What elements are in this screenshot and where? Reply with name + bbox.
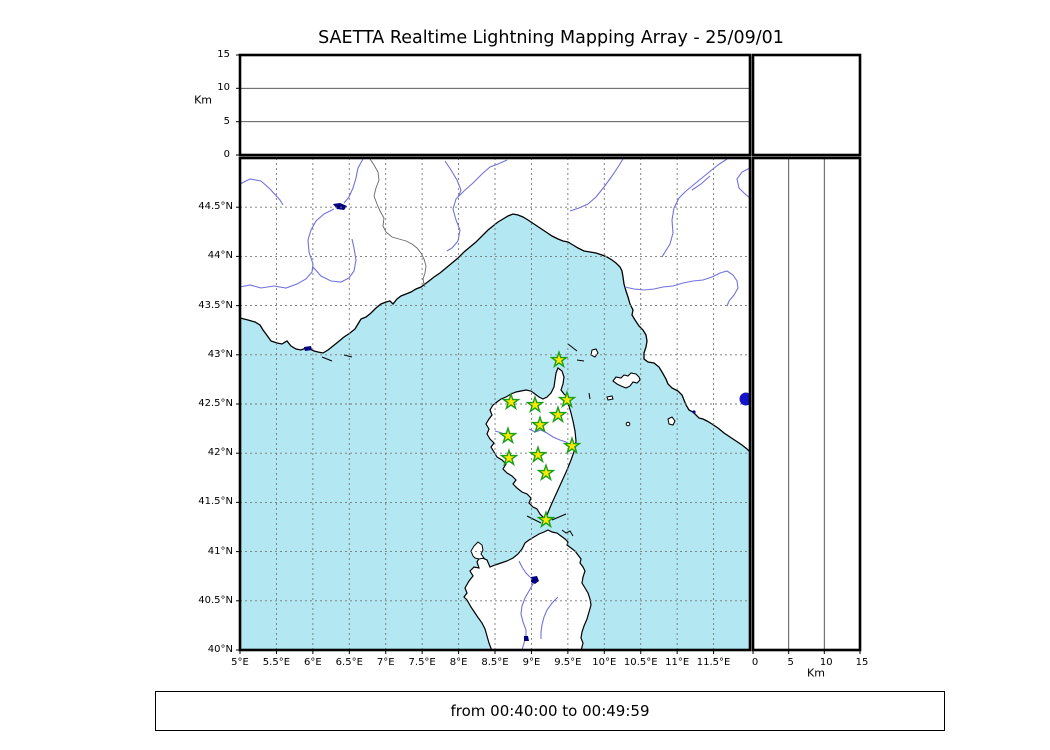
station-star [562,435,582,455]
river-ne-corner [736,167,750,199]
lat-tick-label: 42.5°N [198,398,233,409]
altitude-axis-label-right: Km [807,666,825,680]
alt-right-tick-label: 15 [855,657,869,668]
lat-tick-label: 41°N [207,545,233,557]
station-stars [498,349,582,529]
station-star [528,444,548,464]
lon-tick-label: 5.5°E [262,657,291,668]
station-star [557,389,577,409]
time-range-box: from 00:40:00 to 00:49:59 [155,691,945,731]
histogram-panel [751,53,862,157]
lon-tick-label: 5°E [231,657,249,668]
lat-tick-label: 43.5°N [198,299,233,311]
lakes [304,203,696,641]
altitude-lon-panel [238,53,752,157]
station-star [549,349,569,369]
river-left [240,178,284,206]
lat-tick-label: 43°N [207,348,233,360]
alt-right-tick-label: 5 [787,657,794,668]
lon-tick-label: 7°E [376,657,395,668]
river-corsica-small [494,430,503,434]
islet-marks [321,343,591,537]
station-star [501,391,521,411]
river-tirso [540,596,559,639]
river-tanaro-branch [444,160,462,198]
lake-sardinia-small [524,636,529,641]
lon-tick-label: 9.5°E [554,657,582,668]
river-durance [240,208,335,289]
river-arno [624,270,739,307]
river-tanaro [446,159,508,252]
lon-tick-label: 6°E [304,657,322,668]
river-taro-branch [691,175,711,191]
lon-tick-label: 7.5°E [408,657,436,668]
alt-top-tick-label: 15 [217,49,230,60]
lon-tick-label: 11°E [665,657,690,668]
lon-tick-label: 6.5°E [335,657,363,668]
alt-top-tick-label: 0 [223,149,230,160]
station-star [536,509,556,529]
lon-tick-label: 8.5°E [481,657,509,668]
alt-right-tick-label: 0 [751,657,759,668]
mainland-coast [240,158,750,453]
lat-tick-label: 40.5°N [198,594,233,606]
elba-island [612,372,641,389]
altitude-axis-label-top: Km [194,93,212,107]
lat-tick-label: 44°N [207,250,233,262]
river-durance-upper [343,158,364,204]
station-star [525,394,545,414]
orbetello-lagoon [692,410,696,414]
axis-ticks [236,54,861,654]
event-dot [739,392,750,406]
lat-tick-label: 41.5°N [198,496,233,508]
map-panel [238,156,752,652]
alt-right-tick-label: 10 [819,657,833,668]
station-star [548,404,568,424]
asinara-island [470,541,485,560]
lat-tick-label: 40°N [207,644,233,655]
sardinia-island [463,529,592,650]
lon-tick-label: 10°E [592,657,617,668]
time-range-text: from 00:40:00 to 00:49:59 [450,702,650,720]
altitude-lat-panel [751,156,862,652]
lake-serre-poncon [333,203,347,210]
lon-tick-label: 10.5°E [623,657,658,668]
lake-coghinas [531,576,539,584]
lat-tick-label: 42°N [207,447,233,459]
lat-tick-label: 44.5°N [198,201,233,213]
lon-tick-label: 9°E [522,657,541,668]
station-star [536,462,556,482]
lon-tick-label: 11.5°E [696,657,731,668]
lon-tick-label: 8°E [449,657,468,668]
station-star [498,425,518,445]
alt-top-tick-label: 5 [223,115,230,127]
toulon-harbor [304,346,312,351]
france-italy-border [369,158,427,288]
plot-title: SAETTA Realtime Lightning Mapping Array … [318,28,784,48]
river-taro [661,158,728,258]
small-islands [590,348,676,427]
river-coghinas [518,560,534,650]
station-star [499,447,519,467]
station-star [530,414,550,434]
alt-top-tick-label: 10 [217,82,230,94]
